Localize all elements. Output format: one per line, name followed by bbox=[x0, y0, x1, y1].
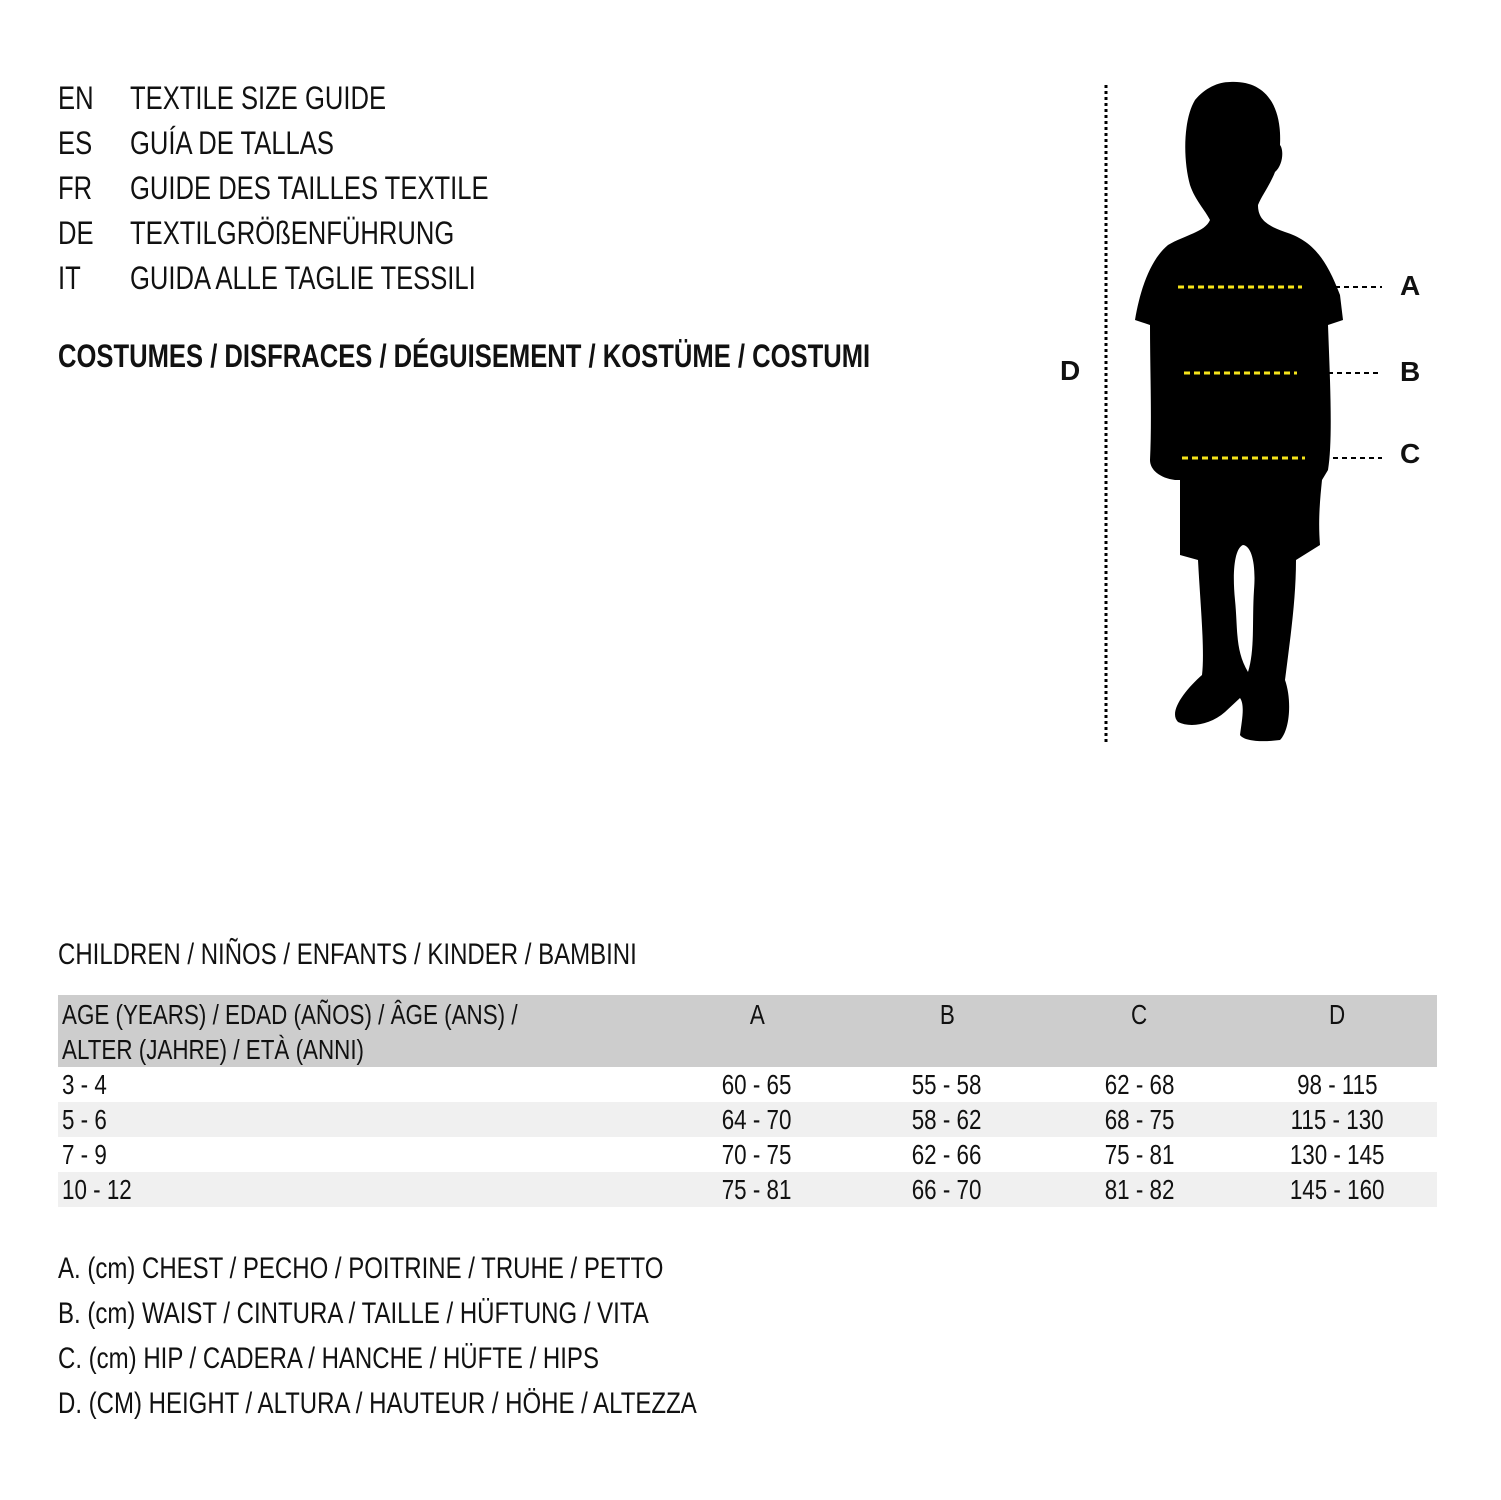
title-list: EN TEXTILE SIZE GUIDE ES GUÍA DE TALLAS FR… bbox=[58, 76, 578, 301]
label-b: B bbox=[1400, 356, 1421, 387]
title-fr: FR GUIDE DES TAILLES TEXTILE bbox=[58, 170, 489, 206]
child-silhouette bbox=[1135, 81, 1343, 742]
title-en: EN TEXTILE SIZE GUIDE bbox=[58, 80, 387, 116]
table-row: 5 - 6 64 - 70 58 - 62 68 - 75 115 - 130 bbox=[58, 1102, 1437, 1137]
label-a: A bbox=[1400, 270, 1421, 301]
body-measurement-figure bbox=[1104, 81, 1382, 742]
title-it: IT GUIDA ALLE TAGLIE TESSILI bbox=[58, 260, 476, 296]
column-header-d: D bbox=[1237, 995, 1437, 1067]
column-header-b: B bbox=[852, 995, 1042, 1067]
table-header-row: AGE (YEARS) / EDAD (AÑOS) / ÂGE (ANS) / A… bbox=[58, 995, 1437, 1067]
column-header-c: C bbox=[1042, 995, 1237, 1067]
measurement-legend: A. (cm) CHEST / PECHO / POITRINE / TRUHE… bbox=[58, 1246, 856, 1426]
age-column-header: AGE (YEARS) / EDAD (AÑOS) / ÂGE (ANS) / A… bbox=[58, 995, 662, 1067]
title-de: DE TEXTILGRÖßENFÜHRUNG bbox=[58, 215, 455, 251]
title-es: ES GUÍA DE TALLAS bbox=[58, 125, 334, 161]
legend-item-hip: C. (cm) HIP / CADERA / HANCHE / HÜFTE / … bbox=[58, 1342, 599, 1375]
column-header-a: A bbox=[662, 995, 852, 1067]
category-heading: COSTUMES / DISFRACES / DÉGUISEMENT / KOS… bbox=[58, 338, 871, 374]
legend-item-waist: B. (cm) WAIST / CINTURA / TAILLE / HÜFTU… bbox=[58, 1297, 649, 1330]
table-row: 3 - 4 60 - 65 55 - 58 62 - 68 98 - 115 bbox=[62, 1069, 1378, 1100]
table-caption: CHILDREN / NIÑOS / ENFANTS / KINDER / BA… bbox=[58, 938, 637, 971]
label-c: C bbox=[1400, 438, 1421, 469]
legend-item-height: D. (CM) HEIGHT / ALTURA / HAUTEUR / HÖHE… bbox=[58, 1387, 697, 1420]
legend-item-chest: A. (cm) CHEST / PECHO / POITRINE / TRUHE… bbox=[58, 1252, 664, 1285]
table-row: 10 - 12 75 - 81 66 - 70 81 - 82 145 - 16… bbox=[58, 1172, 1437, 1207]
label-d: D bbox=[1060, 355, 1081, 386]
table-row: 7 - 9 70 - 75 62 - 66 75 - 81 130 - 145 bbox=[62, 1139, 1385, 1170]
size-table: AGE (YEARS) / EDAD (AÑOS) / ÂGE (ANS) / A… bbox=[58, 995, 1437, 1207]
